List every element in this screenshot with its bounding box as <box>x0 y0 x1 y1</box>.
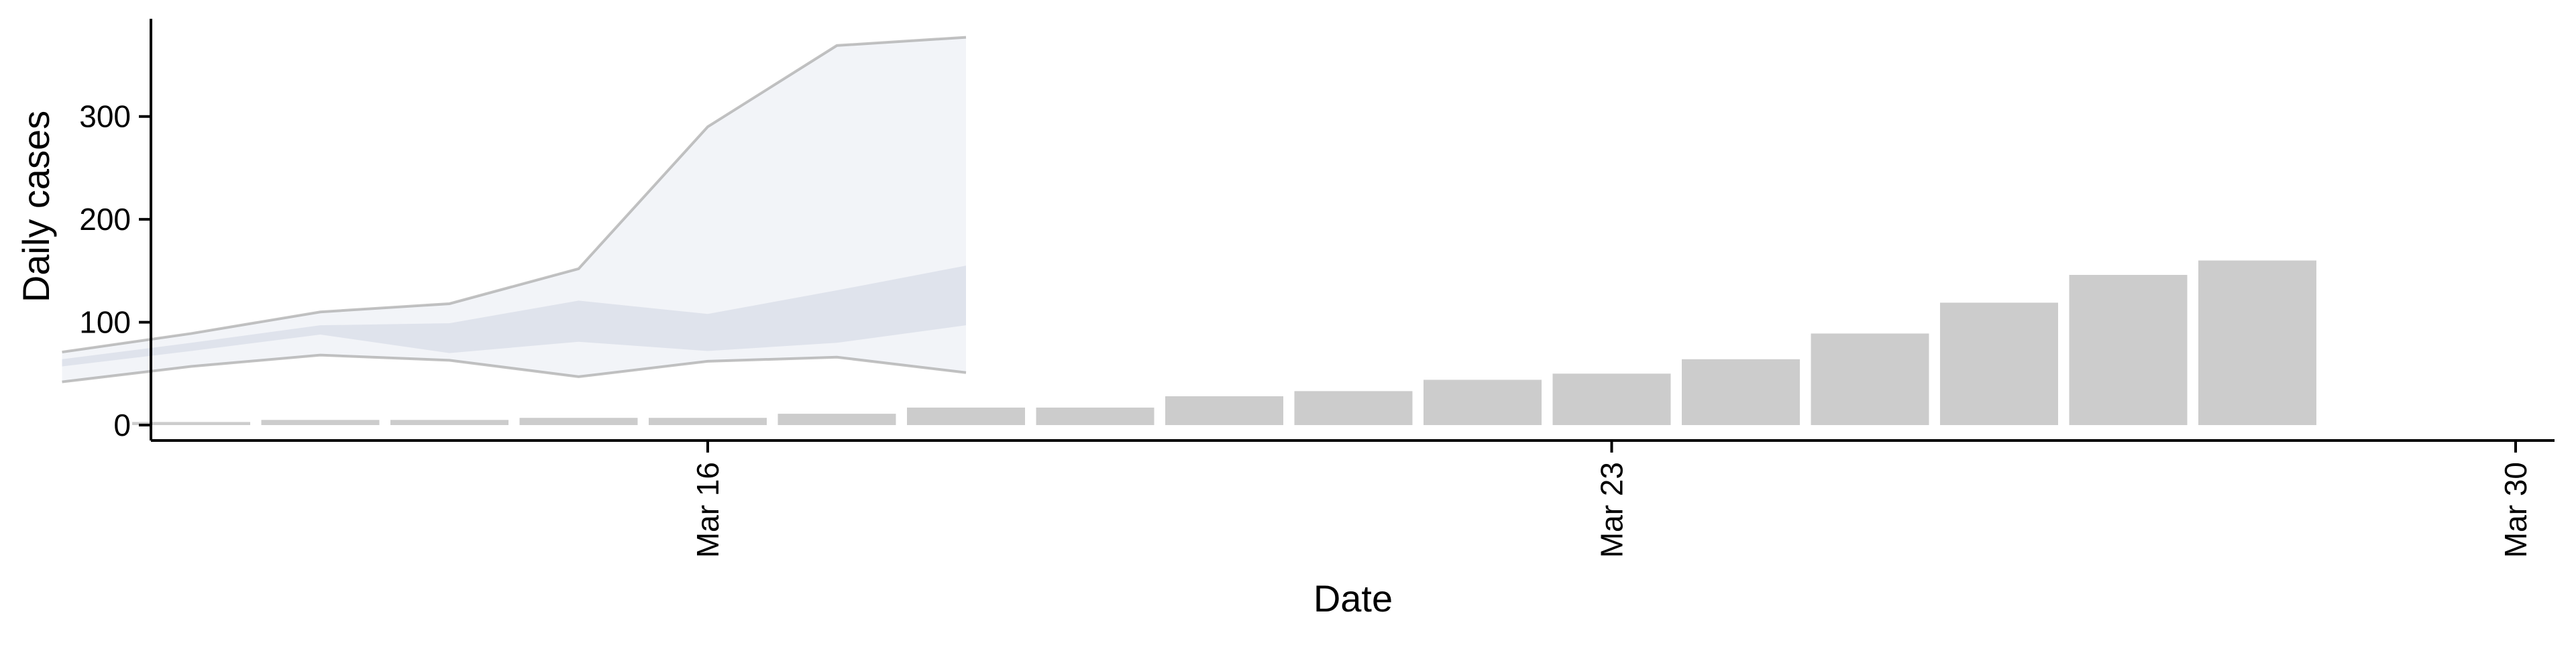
y-axis-title: Daily cases <box>15 111 57 302</box>
bar <box>2198 260 2316 425</box>
y-tick-label: 300 <box>79 99 131 134</box>
bar <box>1036 407 1155 425</box>
y-tick-label: 0 <box>113 408 131 443</box>
bar <box>1424 379 1542 425</box>
axes: 0 100 200 300 Mar 16 Mar 23 Mar 30 <box>79 19 2555 558</box>
y-tick-label: 100 <box>79 305 131 340</box>
bar <box>132 422 250 425</box>
x-tick-label: Mar 30 <box>2498 462 2533 558</box>
x-tick-label: Mar 23 <box>1595 462 1629 558</box>
projection-lower-line <box>62 353 967 384</box>
bar <box>261 420 380 425</box>
bar <box>1940 302 2058 425</box>
bar <box>1294 391 1413 425</box>
x-axis-title: Date <box>1313 577 1393 620</box>
projection-outer-band <box>62 37 966 382</box>
bar <box>777 414 896 425</box>
projection-inner-band <box>62 266 966 367</box>
bar <box>1682 359 1800 425</box>
bar <box>519 418 638 425</box>
bar <box>1811 333 1929 425</box>
x-tick-label: Mar 16 <box>690 462 725 558</box>
projection-bands <box>62 36 967 384</box>
bar <box>1552 373 1671 425</box>
bar <box>2069 275 2188 425</box>
projection-upper-line <box>62 36 967 354</box>
bar-series <box>132 260 2316 425</box>
bar <box>649 418 767 425</box>
bar <box>390 420 508 425</box>
y-tick-label: 200 <box>79 202 131 237</box>
bar <box>907 407 1025 425</box>
bar <box>1165 396 1283 425</box>
